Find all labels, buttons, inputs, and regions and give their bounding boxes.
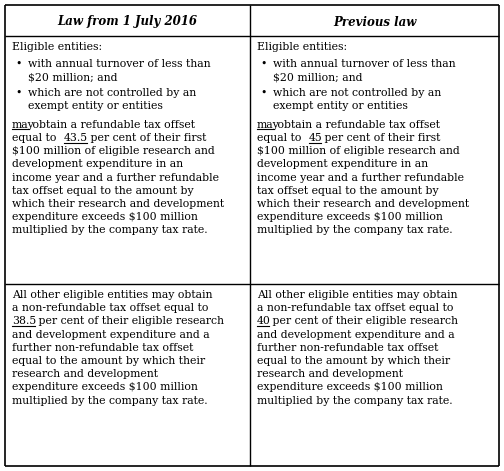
Text: income year and a further refundable: income year and a further refundable <box>257 173 464 183</box>
Text: income year and a further refundable: income year and a further refundable <box>12 173 219 183</box>
Text: multiplied by the company tax rate.: multiplied by the company tax rate. <box>257 226 453 236</box>
Text: expenditure exceeds $100 million: expenditure exceeds $100 million <box>257 212 443 222</box>
Text: All other eligible entities may obtain: All other eligible entities may obtain <box>257 290 458 300</box>
Text: and development expenditure and a: and development expenditure and a <box>257 330 455 340</box>
Text: Eligible entities:: Eligible entities: <box>257 42 347 52</box>
Text: Law from 1 July 2016: Law from 1 July 2016 <box>57 16 198 29</box>
Text: tax offset equal to the amount by: tax offset equal to the amount by <box>257 186 438 196</box>
Text: and development expenditure and a: and development expenditure and a <box>12 330 210 340</box>
Text: Eligible entities:: Eligible entities: <box>12 42 102 52</box>
Text: per cent of their first: per cent of their first <box>321 133 440 143</box>
Text: with annual turnover of less than: with annual turnover of less than <box>273 59 456 69</box>
Text: 38.5: 38.5 <box>12 317 36 326</box>
Text: which are not controlled by an: which are not controlled by an <box>273 88 441 98</box>
Text: expenditure exceeds $100 million: expenditure exceeds $100 million <box>12 382 198 392</box>
Text: per cent of their eligible research: per cent of their eligible research <box>269 317 458 326</box>
Text: multiplied by the company tax rate.: multiplied by the company tax rate. <box>12 226 208 236</box>
Text: exempt entity or entities: exempt entity or entities <box>28 101 163 112</box>
Text: further non-refundable tax offset: further non-refundable tax offset <box>12 343 194 353</box>
Text: $100 million of eligible research and: $100 million of eligible research and <box>12 146 215 156</box>
Text: •: • <box>260 59 267 69</box>
Text: Previous law: Previous law <box>333 16 416 29</box>
Text: per cent of their eligible research: per cent of their eligible research <box>35 317 224 326</box>
Text: further non-refundable tax offset: further non-refundable tax offset <box>257 343 438 353</box>
Text: •: • <box>260 88 267 98</box>
Text: •: • <box>15 88 21 98</box>
Text: exempt entity or entities: exempt entity or entities <box>273 101 408 112</box>
Text: $20 million; and: $20 million; and <box>28 73 117 82</box>
Text: which their research and development: which their research and development <box>257 199 469 209</box>
Text: per cent of their first: per cent of their first <box>87 133 207 143</box>
Text: which their research and development: which their research and development <box>12 199 224 209</box>
Text: a non-refundable tax offset equal to: a non-refundable tax offset equal to <box>257 303 454 313</box>
Text: $100 million of eligible research and: $100 million of eligible research and <box>257 146 460 156</box>
Text: obtain a refundable tax offset: obtain a refundable tax offset <box>29 120 196 130</box>
Text: All other eligible entities may obtain: All other eligible entities may obtain <box>12 290 213 300</box>
Text: tax offset equal to the amount by: tax offset equal to the amount by <box>12 186 194 196</box>
Text: 40: 40 <box>257 317 271 326</box>
Text: 43.5: 43.5 <box>64 133 88 143</box>
Text: $20 million; and: $20 million; and <box>273 73 362 82</box>
Text: may: may <box>12 120 35 130</box>
Text: development expenditure in an: development expenditure in an <box>12 160 183 170</box>
Text: expenditure exceeds $100 million: expenditure exceeds $100 million <box>257 382 443 392</box>
Text: may: may <box>257 120 280 130</box>
Text: •: • <box>15 59 21 69</box>
Text: a non-refundable tax offset equal to: a non-refundable tax offset equal to <box>12 303 208 313</box>
Text: multiplied by the company tax rate.: multiplied by the company tax rate. <box>257 396 453 406</box>
Text: multiplied by the company tax rate.: multiplied by the company tax rate. <box>12 396 208 406</box>
Text: equal to: equal to <box>257 133 305 143</box>
Text: which are not controlled by an: which are not controlled by an <box>28 88 196 98</box>
Text: obtain a refundable tax offset: obtain a refundable tax offset <box>274 120 440 130</box>
Text: with annual turnover of less than: with annual turnover of less than <box>28 59 211 69</box>
Text: equal to the amount by which their: equal to the amount by which their <box>257 356 450 366</box>
Text: research and development: research and development <box>12 369 158 379</box>
Text: expenditure exceeds $100 million: expenditure exceeds $100 million <box>12 212 198 222</box>
Text: development expenditure in an: development expenditure in an <box>257 160 428 170</box>
Text: research and development: research and development <box>257 369 403 379</box>
Text: equal to: equal to <box>12 133 60 143</box>
Text: equal to the amount by which their: equal to the amount by which their <box>12 356 205 366</box>
Text: 45: 45 <box>309 133 323 143</box>
